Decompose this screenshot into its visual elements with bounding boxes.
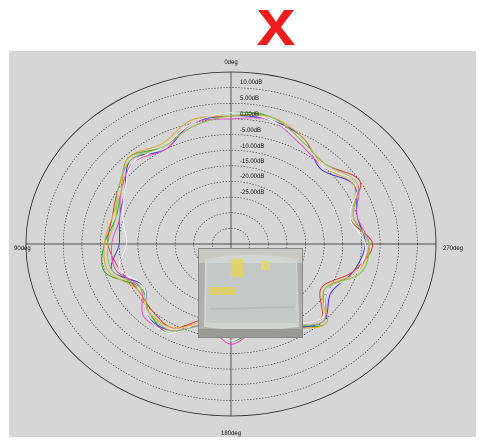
ring-label-m20: -20.00dB [240, 174, 264, 180]
ring-label-m15: -15.00dB [240, 159, 264, 165]
angle-label-180: 180deg [221, 431, 241, 437]
angle-label-0: 0deg [224, 60, 237, 66]
ring-label-5: 5.00dB [240, 96, 259, 102]
antenna-photo [198, 248, 303, 338]
ring-label-m25: -25.00dB [240, 190, 264, 196]
ring-label-m10: -10.00dB [240, 144, 264, 150]
chart-panel: 0deg 90deg 180deg 270deg 10.00dB 5.00dB … [9, 51, 476, 437]
polar-chart: 0deg 90deg 180deg 270deg 10.00dB 5.00dB … [14, 60, 463, 437]
polar-labels: 0deg 90deg 180deg 270deg 10.00dB 5.00dB … [14, 60, 463, 437]
red-x-mark-icon [257, 10, 295, 45]
angle-label-270: 270deg [443, 246, 463, 252]
ring-label-0: 0.00dB [240, 112, 259, 118]
polar-grid [25, 71, 437, 417]
angle-label-90: 90deg [14, 246, 31, 252]
ring-label-m5: -5.00dB [240, 128, 261, 134]
ring-label-10: 10.00dB [240, 80, 262, 86]
